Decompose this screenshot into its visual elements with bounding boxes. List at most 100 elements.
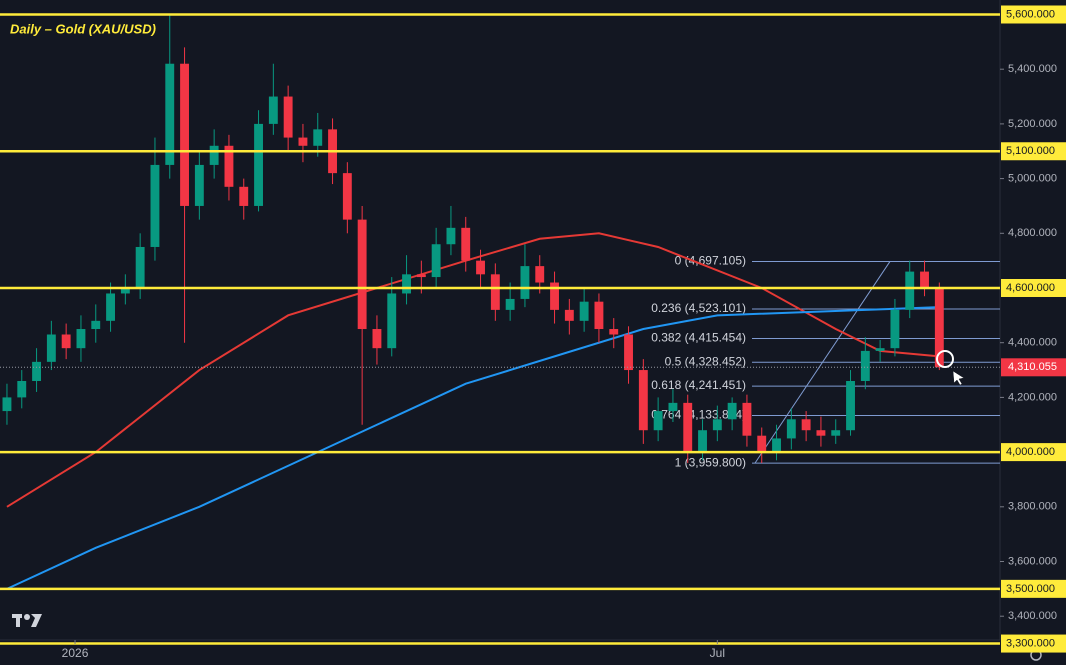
candle-body — [476, 260, 485, 275]
x-tick-label: 2026 — [62, 646, 89, 660]
fib-label: 1 (3,959.800) — [675, 455, 746, 469]
level-label: 4,600.000 — [1006, 282, 1055, 294]
candle-body — [698, 430, 707, 453]
candle-body — [609, 329, 619, 335]
candle-body — [505, 298, 515, 310]
level-label-box — [1001, 443, 1066, 462]
candle-body — [520, 266, 530, 299]
candle-body — [712, 419, 722, 431]
y-tick-label: 3,600.000 — [1008, 555, 1057, 567]
fib-retracement: 0 (4,697.105) 0.236 (4,523.101) 0.382 (4,4… — [651, 254, 1000, 469]
candle-body — [786, 419, 796, 439]
cursor — [936, 350, 965, 386]
y-tick-label: 4,400.000 — [1008, 337, 1057, 349]
y-tick-label: 4,800.000 — [1008, 227, 1057, 239]
candle-body — [387, 293, 397, 349]
logo — [12, 614, 42, 627]
level-label: 3,500.000 — [1006, 583, 1055, 595]
candle-body — [535, 266, 545, 283]
y-tick-label: 3,800.000 — [1008, 501, 1057, 513]
candle-body — [550, 282, 559, 310]
level-label-box — [1001, 579, 1066, 598]
candle-body — [357, 219, 367, 330]
y-tick-label: 5,000.000 — [1008, 173, 1057, 185]
candle-body — [905, 271, 915, 310]
candle-body — [564, 309, 574, 321]
candle-body — [579, 301, 589, 321]
fib-label: 0.236 (4,523.101) — [651, 301, 746, 315]
last-price-label: 4,310.055 — [1008, 361, 1057, 373]
level-label: 5,600.000 — [1006, 8, 1055, 20]
candle-body — [727, 402, 737, 420]
fib-label: 0.764 (4,133.804) — [651, 408, 746, 422]
candle-body — [91, 320, 101, 330]
candle-body — [268, 96, 278, 124]
fib-label: 0.382 (4,415.454) — [651, 331, 746, 345]
y-tick-label: 3,400.000 — [1008, 610, 1057, 622]
fib-label: 0.5 (4,328.452) — [665, 354, 746, 368]
candle-body — [638, 370, 648, 431]
candle-body — [254, 123, 263, 206]
y-tick-label: 5,200.000 — [1008, 118, 1057, 130]
candle-body — [816, 430, 826, 436]
candle-body — [860, 350, 870, 381]
candle-body — [298, 137, 308, 146]
level-label-box — [1001, 5, 1066, 24]
candle-body — [150, 164, 160, 247]
candle-body — [61, 334, 71, 349]
candle-body — [890, 309, 900, 349]
candle-body — [106, 293, 115, 321]
candle-body — [17, 380, 27, 398]
candle-body — [283, 96, 293, 138]
candle-body — [342, 173, 352, 220]
candle-body — [594, 301, 604, 330]
candle-body — [224, 145, 234, 187]
candle-body — [742, 402, 752, 436]
last-price-box — [1001, 358, 1066, 377]
candle-body — [402, 274, 411, 294]
candle-body — [120, 288, 130, 294]
candle-body — [683, 402, 693, 453]
candle-body — [76, 329, 86, 349]
level-label: 4,000.000 — [1006, 446, 1055, 458]
candle-body — [757, 435, 767, 453]
candle-body — [934, 288, 944, 368]
level-label-box — [1001, 279, 1066, 297]
candle-body — [772, 438, 781, 453]
candle-body — [668, 402, 678, 412]
candle-body — [446, 227, 456, 245]
candle-body — [490, 274, 500, 310]
candle-body — [624, 334, 633, 371]
candle-body — [846, 380, 855, 431]
candle-body — [313, 129, 323, 146]
candle-body — [431, 244, 441, 278]
candle-body — [461, 227, 471, 261]
candle-body — [2, 397, 12, 412]
moving-average — [6, 232, 940, 508]
fib-label: 0.618 (4,241.451) — [651, 378, 746, 392]
moving-average — [6, 306, 940, 590]
level-label-box — [1001, 142, 1066, 161]
candle-body — [653, 411, 663, 431]
candle-body — [32, 361, 41, 381]
candle-body — [239, 186, 249, 206]
candle-body — [209, 145, 219, 165]
candle-body — [194, 164, 204, 206]
candle-body — [416, 274, 426, 278]
candle-body — [801, 419, 811, 431]
candle-body — [135, 246, 145, 288]
chart-title: Daily – Gold (XAU/USD) — [10, 21, 156, 36]
candle-body — [875, 348, 885, 351]
y-tick-label: 5,400.000 — [1008, 63, 1057, 75]
fib-label: 0 (4,697.105) — [675, 254, 746, 268]
y-tick-label: 4,200.000 — [1008, 391, 1057, 403]
candle-body — [46, 334, 56, 362]
level-label: 3,300.000 — [1006, 637, 1055, 649]
level-label: 5,100.000 — [1006, 145, 1055, 157]
candle-body — [831, 430, 841, 436]
candle-body — [920, 271, 929, 288]
level-label-box — [1001, 634, 1066, 653]
